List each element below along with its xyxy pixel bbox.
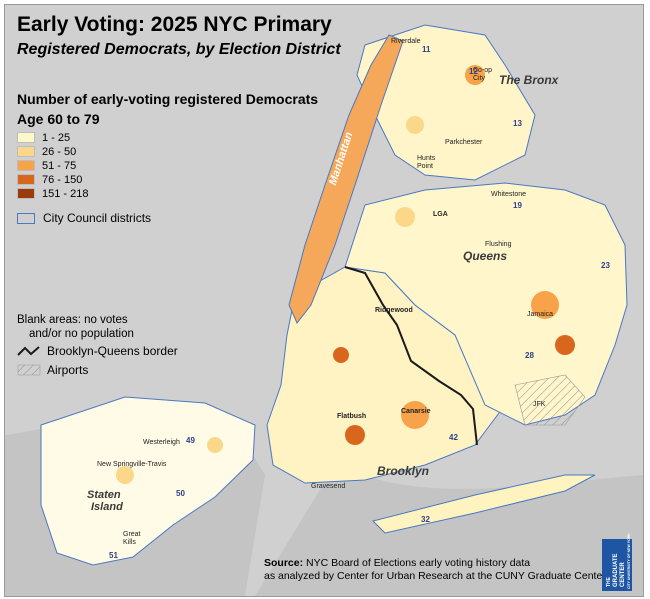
place-whitestone: Whitestone <box>491 191 527 198</box>
district-12: 12 <box>469 67 478 76</box>
place-hunts-point: Hunts Point <box>417 155 436 170</box>
place-westerleigh: Westerleigh <box>143 439 180 446</box>
place-canarsie: Canarsie <box>401 408 431 415</box>
legend-swatch-2 <box>17 146 35 157</box>
district-28: 28 <box>525 351 534 360</box>
border-line-icon <box>17 346 40 356</box>
legend-swatch-4 <box>17 174 35 185</box>
legend-label-3: 51 - 75 <box>42 159 77 172</box>
place-jamaica: Jamaica <box>527 311 554 318</box>
blank-areas-note: Blank areas: no votes and/or no populati… <box>17 313 134 341</box>
source-line1: NYC Board of Elections early voting hist… <box>306 557 531 569</box>
airport-hatch-icon <box>17 364 41 376</box>
district-23: 23 <box>601 261 610 270</box>
legend-swatch-3 <box>17 160 35 171</box>
district-50: 50 <box>176 489 185 498</box>
source-note: Source: NYC Board of Elections early vot… <box>264 557 608 583</box>
map-title: Early Voting: 2025 NYC Primary <box>17 13 332 36</box>
district-13: 13 <box>513 119 522 128</box>
border-label: Brooklyn-Queens border <box>47 344 178 358</box>
legend-class-3: 51 - 75 <box>17 159 88 172</box>
legend-label-5: 151 - 218 <box>42 187 89 200</box>
legend-class-2: 26 - 50 <box>17 145 88 158</box>
place-parkchester: Parkchester <box>445 139 483 146</box>
graduate-center-logo: THE GRADUATE CENTER CITY UNIVERSITY OF N… <box>602 533 632 591</box>
district-19: 19 <box>513 201 522 210</box>
council-districts-key: City Council districts <box>17 211 151 225</box>
place-lga: LGA <box>433 211 448 218</box>
airports-key: Airports <box>17 363 88 377</box>
map-canvas <box>5 5 643 596</box>
legend-label-2: 26 - 50 <box>42 145 77 158</box>
map-frame: Early Voting: 2025 NYC Primary Registere… <box>4 4 644 597</box>
legend-swatch-5 <box>17 188 35 199</box>
district-11: 11 <box>422 45 431 54</box>
borough-label-staten-2: Island <box>91 501 123 513</box>
queens-shape <box>344 182 628 426</box>
legend-class-1: 1 - 25 <box>17 131 88 144</box>
borough-label-bronx: The Bronx <box>499 73 559 87</box>
brooklyn-queens-border <box>344 266 478 446</box>
staten-island-shape <box>40 396 256 566</box>
council-label: City Council districts <box>43 211 152 225</box>
place-gravesend: Gravesend <box>311 483 346 490</box>
district-51: 51 <box>109 551 118 560</box>
place-co-op-city: Co-op City <box>473 67 493 82</box>
legend-classes: 1 - 25 26 - 50 51 - 75 76 - 150 151 - 21… <box>17 131 88 201</box>
legend-class-4: 76 - 150 <box>17 173 88 186</box>
jfk-airport <box>514 374 586 426</box>
place-new-springville: New Springville-Travis <box>97 461 167 468</box>
blank-note-line1: Blank areas: no votes <box>17 314 128 326</box>
legend-class-5: 151 - 218 <box>17 187 88 200</box>
district-32: 32 <box>421 515 430 524</box>
legend-heading: Number of early-voting registered Democr… <box>17 91 319 107</box>
manhattan-shape <box>288 34 404 324</box>
source-line2: as analyzed by Center for Urban Research… <box>264 570 609 582</box>
place-flushing: Flushing <box>485 241 512 248</box>
place-riverdale: Riverdale <box>391 38 421 45</box>
place-flatbush: Flatbush <box>337 413 367 420</box>
logo-word-center: CENTER <box>620 562 626 587</box>
airports-label: Airports <box>47 363 89 377</box>
logo-word-the: THE <box>606 577 612 587</box>
place-great-kills: Great Kills <box>123 531 141 546</box>
logo-cuny: CITY UNIVERSITY OF NEW YORK <box>627 533 631 589</box>
borough-label-staten-1: Staten <box>87 489 121 501</box>
council-swatch <box>17 212 35 224</box>
legend-label-1: 1 - 25 <box>42 131 71 144</box>
place-jfk: JFK <box>533 401 546 408</box>
legend-swatch-1 <box>17 132 35 143</box>
rockaway-shape <box>372 474 596 534</box>
district-42: 42 <box>449 433 458 442</box>
border-key: Brooklyn-Queens border <box>17 344 178 358</box>
borough-label-queens: Queens <box>463 249 508 263</box>
place-ridgewood: Ridgewood <box>375 307 413 314</box>
district-49: 49 <box>186 436 195 445</box>
borough-label-brooklyn: Brooklyn <box>377 464 430 478</box>
blank-note-line2: and/or no population <box>29 328 134 340</box>
legend-label-4: 76 - 150 <box>42 173 83 186</box>
map-subtitle: Registered Democrats, by Election Distri… <box>17 41 341 58</box>
logo-word-graduate: GRADUATE <box>613 553 619 587</box>
legend-age-group: Age 60 to 79 <box>17 111 100 127</box>
source-label: Source: <box>264 557 304 569</box>
